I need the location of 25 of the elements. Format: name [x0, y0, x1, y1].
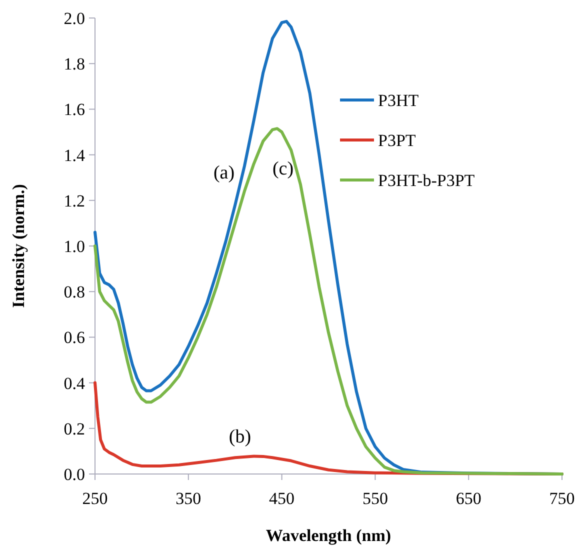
legend-label: P3PT — [378, 130, 416, 150]
annotation: (c) — [272, 158, 294, 180]
y-tick-label: 0.6 — [64, 328, 85, 348]
y-tick-label: 1.2 — [64, 191, 85, 210]
y-tick-label: 0.4 — [64, 374, 86, 393]
x-tick-label: 550 — [362, 489, 388, 508]
annotation: (b) — [228, 426, 252, 448]
y-tick-label: 0.0 — [64, 464, 85, 484]
y-tick-label: 2.0 — [64, 8, 85, 28]
x-tick-label: 350 — [176, 489, 202, 508]
x-tick-label: 450 — [269, 489, 295, 508]
y-tick-label: 0.8 — [64, 282, 85, 302]
y-tick-label: 0.2 — [64, 419, 85, 438]
x-tick-label: 750 — [549, 489, 575, 508]
x-tick-label: 650 — [456, 489, 482, 508]
y-tick-label: 1.0 — [64, 236, 85, 256]
x-tick-label: 250 — [82, 489, 108, 508]
y-axis-title: Intensity (norm.) — [9, 184, 28, 308]
legend-label: P3HT-b-P3PT — [378, 170, 476, 190]
x-axis-title: Wavelength (nm) — [266, 526, 392, 545]
y-tick-label: 1.6 — [64, 100, 85, 120]
legend-label: P3HT — [378, 90, 420, 110]
y-tick-label: 1.8 — [64, 54, 85, 74]
annotation: (a) — [213, 162, 235, 184]
y-tick-label: 1.4 — [64, 146, 86, 165]
